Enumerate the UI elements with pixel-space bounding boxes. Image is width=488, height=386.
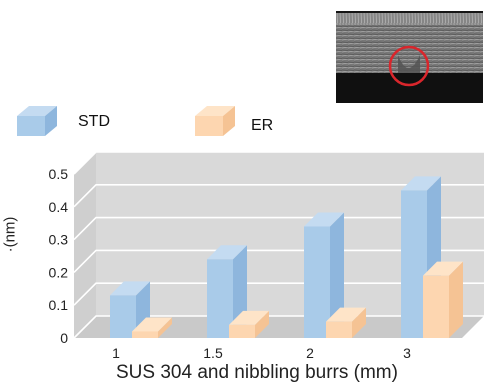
x-axis-label: SUS 304 and nibbling burrs (mm) — [116, 362, 398, 383]
bar-er — [132, 317, 172, 338]
gridline — [73, 216, 484, 241]
inset-photo — [336, 11, 483, 103]
swatch-front — [17, 116, 45, 136]
x-tick-label: 2 — [306, 345, 314, 361]
swatch-side — [45, 106, 57, 136]
y-tick-label: 0.2 — [49, 264, 69, 280]
bar-er-top — [132, 317, 172, 332]
bar-std — [304, 212, 344, 338]
swatch-side — [223, 106, 235, 136]
gridline — [73, 282, 484, 306]
bar-er-front — [326, 321, 352, 338]
bar-er-top — [423, 261, 463, 276]
legend-label-er: ER — [251, 117, 274, 134]
bar-er-top — [326, 307, 366, 322]
legend-swatch-er — [195, 106, 235, 136]
bar-std-side — [330, 212, 344, 338]
bar-er-side — [449, 261, 463, 338]
gridline — [73, 151, 484, 175]
x-tick-label: 1 — [112, 345, 120, 361]
bar-er-side — [255, 310, 269, 338]
bar-std-front — [207, 259, 233, 338]
bar-std-top — [304, 212, 344, 227]
legend-label-std: STD — [78, 113, 110, 130]
swatch-top — [17, 106, 57, 116]
y-tick-label: 0.5 — [49, 166, 69, 182]
bar-std-top — [207, 245, 247, 260]
y-axis-label: ·(nm) — [1, 216, 19, 253]
bar-er-side — [158, 317, 172, 338]
bar-er-front — [229, 324, 255, 338]
bar-er — [326, 307, 366, 338]
bar-er-top — [229, 310, 269, 325]
chart-back-wall — [96, 152, 484, 316]
weld-cross-section-image — [336, 11, 483, 103]
bar-std-front — [401, 190, 427, 338]
bar-er-front — [423, 275, 449, 338]
y-tick-label: 0.4 — [49, 199, 69, 215]
chart-side-wall — [74, 152, 96, 338]
bar-er-side — [352, 307, 366, 338]
bar-std-top — [110, 281, 150, 296]
bar-std-front — [304, 226, 330, 338]
chart-floor — [74, 316, 484, 338]
bar-er — [229, 310, 269, 338]
y-tick-label: 0 — [60, 330, 68, 346]
x-tick-label: 3 — [403, 345, 411, 361]
swatch-top — [195, 106, 235, 116]
legend-swatch-std — [17, 106, 57, 136]
swatch-front — [195, 116, 223, 136]
y-tick-label: 0.3 — [49, 232, 69, 248]
y-tick-label: 0.1 — [49, 297, 69, 313]
gridline — [73, 249, 484, 273]
x-tick-label: 1.5 — [203, 345, 223, 361]
bar-er — [423, 261, 463, 338]
gridline — [73, 184, 484, 208]
bar-std-top — [401, 176, 441, 191]
bar-er-front — [132, 331, 158, 338]
bar-std-front — [110, 295, 136, 338]
annotation-circle — [388, 45, 430, 87]
